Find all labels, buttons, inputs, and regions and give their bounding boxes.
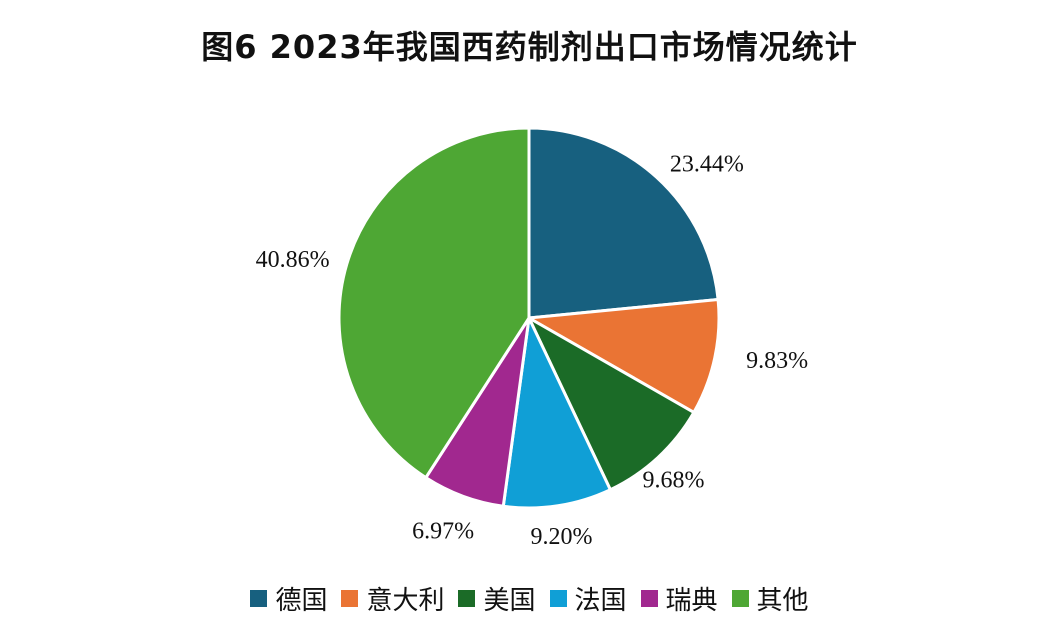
chart-title: 图6 2023年我国西药制剂出口市场情况统计 (201, 28, 858, 66)
pie-slice-1 (527, 126, 720, 320)
pie-labels: 23.44% 9.83% 9.68% 9.20% 6.97% 40.86% (256, 151, 808, 549)
legend-swatch (341, 590, 359, 607)
legend-swatch (731, 590, 749, 607)
legend-item-5: 瑞典 (640, 580, 718, 617)
pie-label-3: 9.68% (643, 468, 705, 494)
legend-label: 美国 (483, 586, 536, 616)
legend-swatch (549, 590, 567, 607)
pie-label-6: 40.86% (256, 247, 330, 273)
legend-item-3: 美国 (458, 580, 536, 617)
legend-label: 意大利 (366, 586, 445, 616)
legend-label: 法国 (574, 586, 627, 616)
legend-swatch (640, 590, 658, 607)
legend-item-1: 德国 (250, 580, 327, 617)
legend-item-4: 法国 (549, 580, 627, 617)
legend: 德国 意大利 美国 法国 瑞典 其他 (0, 580, 1059, 617)
pie-slice-2 (524, 297, 721, 415)
pie-slice-4 (501, 312, 613, 510)
pie-slices (337, 126, 721, 510)
legend-label: 德国 (275, 586, 328, 616)
pie-label-4: 9.20% (531, 524, 593, 550)
pie-label-1: 23.44% (670, 151, 744, 177)
pie-slice-3 (525, 314, 696, 492)
pie-label-2: 9.83% (746, 348, 808, 374)
legend-label: 其他 (756, 586, 809, 616)
pie-slice-6 (337, 126, 531, 480)
legend-item-6: 其他 (731, 580, 809, 617)
legend-item-2: 意大利 (341, 580, 444, 617)
pie-label-5: 6.97% (412, 518, 474, 544)
legend-swatch (250, 590, 268, 607)
legend-label: 瑞典 (665, 586, 718, 616)
legend-swatch (458, 590, 476, 607)
